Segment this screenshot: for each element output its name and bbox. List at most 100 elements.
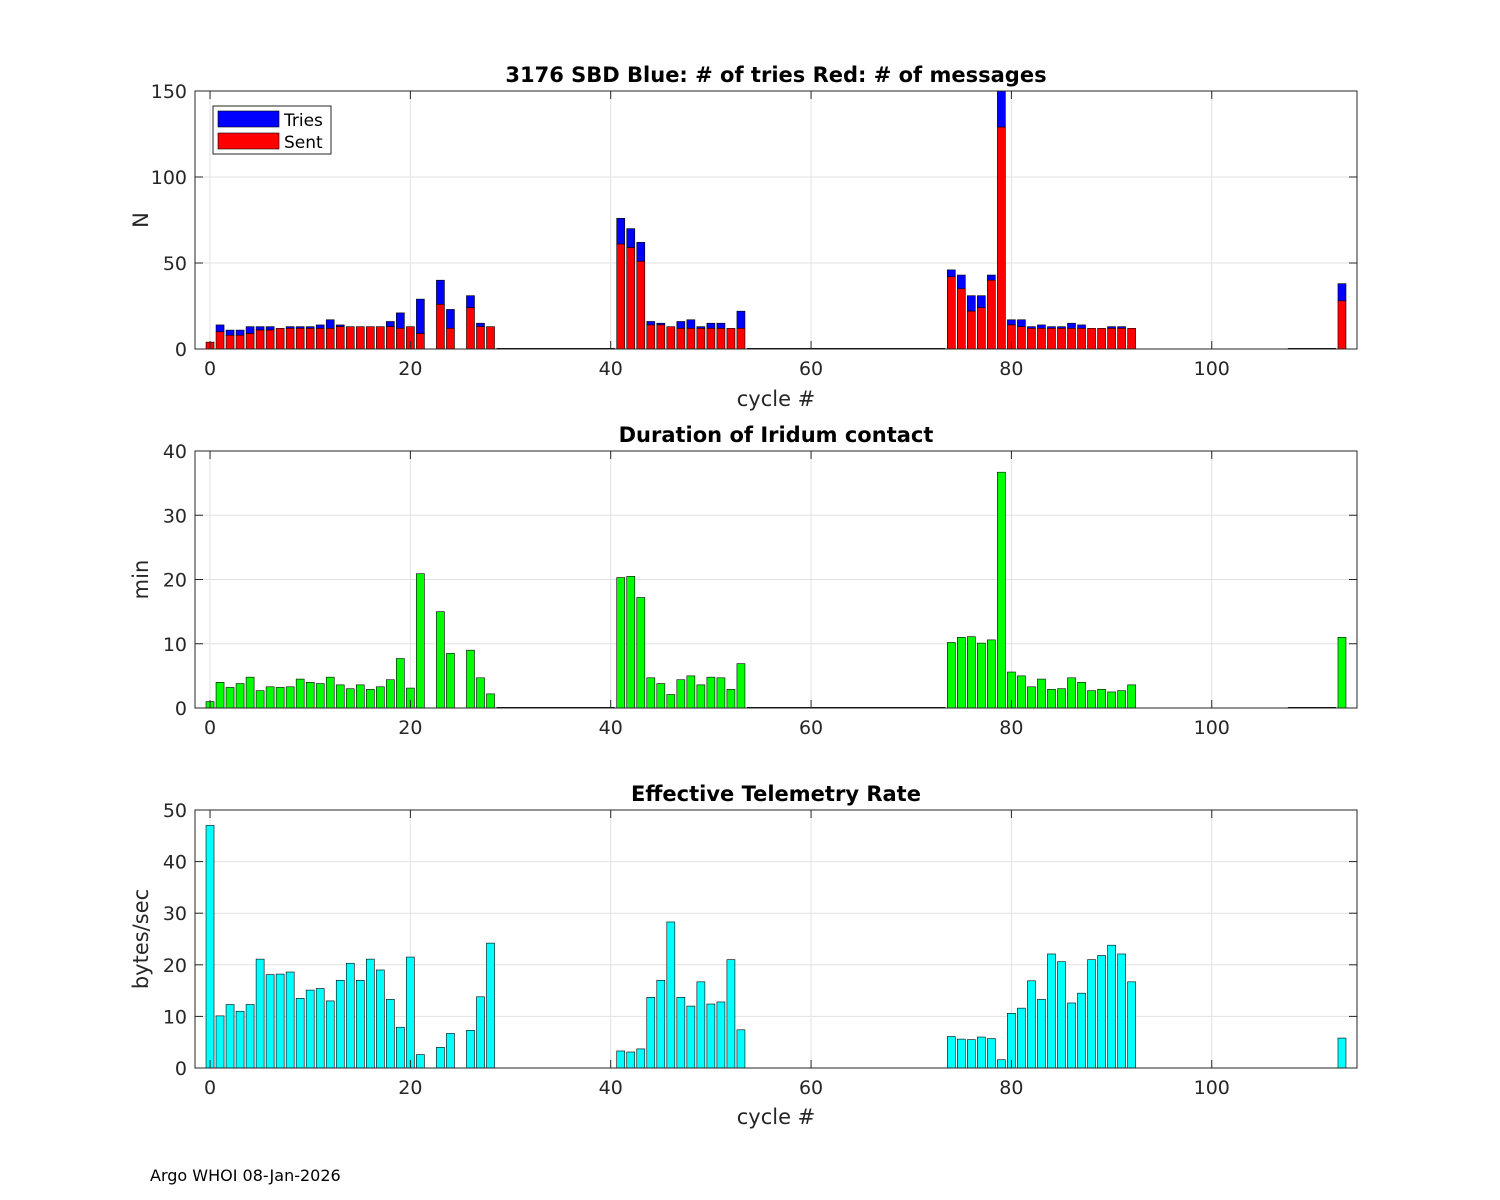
- bar-tries: [626, 228, 636, 248]
- bar: [1087, 959, 1096, 1069]
- bar: [1067, 677, 1076, 709]
- bar: [1337, 637, 1347, 709]
- x-tick-label: 100: [1194, 1077, 1230, 1099]
- bar-sent: [225, 334, 235, 350]
- bar: [305, 989, 315, 1069]
- bar: [1107, 691, 1116, 709]
- bar: [957, 637, 966, 709]
- bar: [646, 997, 656, 1069]
- bar: [376, 969, 385, 1069]
- bar: [365, 958, 375, 1069]
- x-tick-label: 0: [204, 1077, 216, 1099]
- bar: [245, 676, 255, 709]
- bar-sent: [1027, 328, 1036, 350]
- bar-sent: [946, 276, 956, 350]
- bar: [325, 1000, 335, 1069]
- bar: [1027, 686, 1036, 709]
- bar: [295, 998, 305, 1069]
- bar: [716, 677, 726, 709]
- bar: [736, 663, 746, 709]
- y-tick-label: 50: [163, 800, 187, 822]
- bar: [946, 642, 956, 709]
- x-tick-label: 80: [999, 358, 1023, 380]
- axes-box: [194, 90, 1358, 350]
- y-tick-label: 10: [163, 634, 187, 656]
- bar-sent: [736, 328, 746, 350]
- bar: [205, 825, 215, 1069]
- bar-tries: [416, 298, 425, 334]
- bar-sent: [666, 326, 676, 350]
- bar: [726, 689, 736, 709]
- bar: [736, 1029, 746, 1069]
- x-tick-label: 100: [1194, 358, 1230, 380]
- bar: [1127, 981, 1136, 1069]
- bar: [225, 1004, 235, 1069]
- bar-sent: [345, 326, 355, 350]
- bar: [646, 677, 656, 709]
- bar: [345, 688, 355, 709]
- bar-sent: [967, 310, 976, 350]
- y-tick-label: 0: [175, 1058, 187, 1080]
- axes-box: [194, 809, 1358, 1069]
- bar-sent: [1047, 328, 1056, 350]
- bar: [997, 1059, 1006, 1069]
- y-tick-label: 30: [163, 505, 187, 527]
- bar-sent: [265, 329, 275, 350]
- bar-tries: [386, 321, 395, 327]
- bar-tries: [716, 322, 726, 329]
- bar: [355, 979, 365, 1069]
- bar: [476, 996, 485, 1069]
- bar-sent: [305, 328, 315, 350]
- bar: [416, 573, 425, 709]
- bar-sent: [245, 333, 255, 350]
- chart-title: Effective Telemetry Rate: [631, 782, 921, 806]
- bar: [676, 997, 686, 1069]
- bar-sent: [1017, 326, 1026, 350]
- bar: [255, 690, 265, 709]
- x-tick-label: 0: [204, 717, 216, 739]
- bar: [1117, 953, 1126, 1069]
- bar: [466, 649, 475, 709]
- bar: [1077, 681, 1086, 709]
- bar: [977, 642, 986, 709]
- bar: [315, 988, 325, 1069]
- y-tick-label: 30: [163, 903, 187, 925]
- bar: [1097, 689, 1106, 709]
- bar: [1027, 980, 1036, 1069]
- bar: [1057, 961, 1066, 1069]
- bar: [1017, 675, 1026, 709]
- y-tick-label: 20: [163, 955, 187, 977]
- footer-credit: Argo WHOI 08-Jan-2026: [150, 1166, 341, 1185]
- x-tick-label: 40: [599, 717, 623, 739]
- bar: [987, 1038, 996, 1069]
- bar: [967, 636, 976, 709]
- bar-sent: [396, 328, 405, 350]
- telemetry-rate-chart: 0 20 40 60 80 100 0 10 20 30 40 50 Effective Telemet…: [129, 782, 1358, 1129]
- bar: [1017, 1007, 1026, 1069]
- bar: [997, 471, 1006, 709]
- bar: [245, 1004, 255, 1069]
- bar-tries: [967, 295, 976, 312]
- bar-sent: [696, 328, 706, 350]
- bar-sent: [997, 126, 1006, 350]
- bar-tries: [215, 324, 225, 333]
- bar-sent: [626, 247, 636, 350]
- bar-sent: [215, 331, 225, 350]
- bar-sent: [987, 279, 996, 350]
- bar-sent: [1067, 328, 1076, 350]
- bar: [355, 684, 365, 709]
- bar-tries: [997, 90, 1006, 128]
- bar: [626, 1051, 636, 1069]
- y-tick-label: 20: [163, 570, 187, 592]
- bar: [486, 693, 495, 709]
- bar-tries: [646, 321, 656, 326]
- bar-tries: [225, 329, 235, 336]
- bar: [285, 971, 295, 1069]
- x-tick-label: 20: [398, 717, 422, 739]
- bar-sent: [1077, 328, 1086, 350]
- chart-title: 3176 SBD Blue: # of tries Red: # of mess…: [505, 63, 1046, 87]
- bar-tries: [736, 310, 746, 329]
- sbd-tries-messages-chart: 0 20 40 60 80 100 0 50 100 150 3176 SBD Blue: # of…: [129, 63, 1358, 411]
- legend-swatch-tries: [217, 110, 280, 128]
- bar: [215, 681, 225, 709]
